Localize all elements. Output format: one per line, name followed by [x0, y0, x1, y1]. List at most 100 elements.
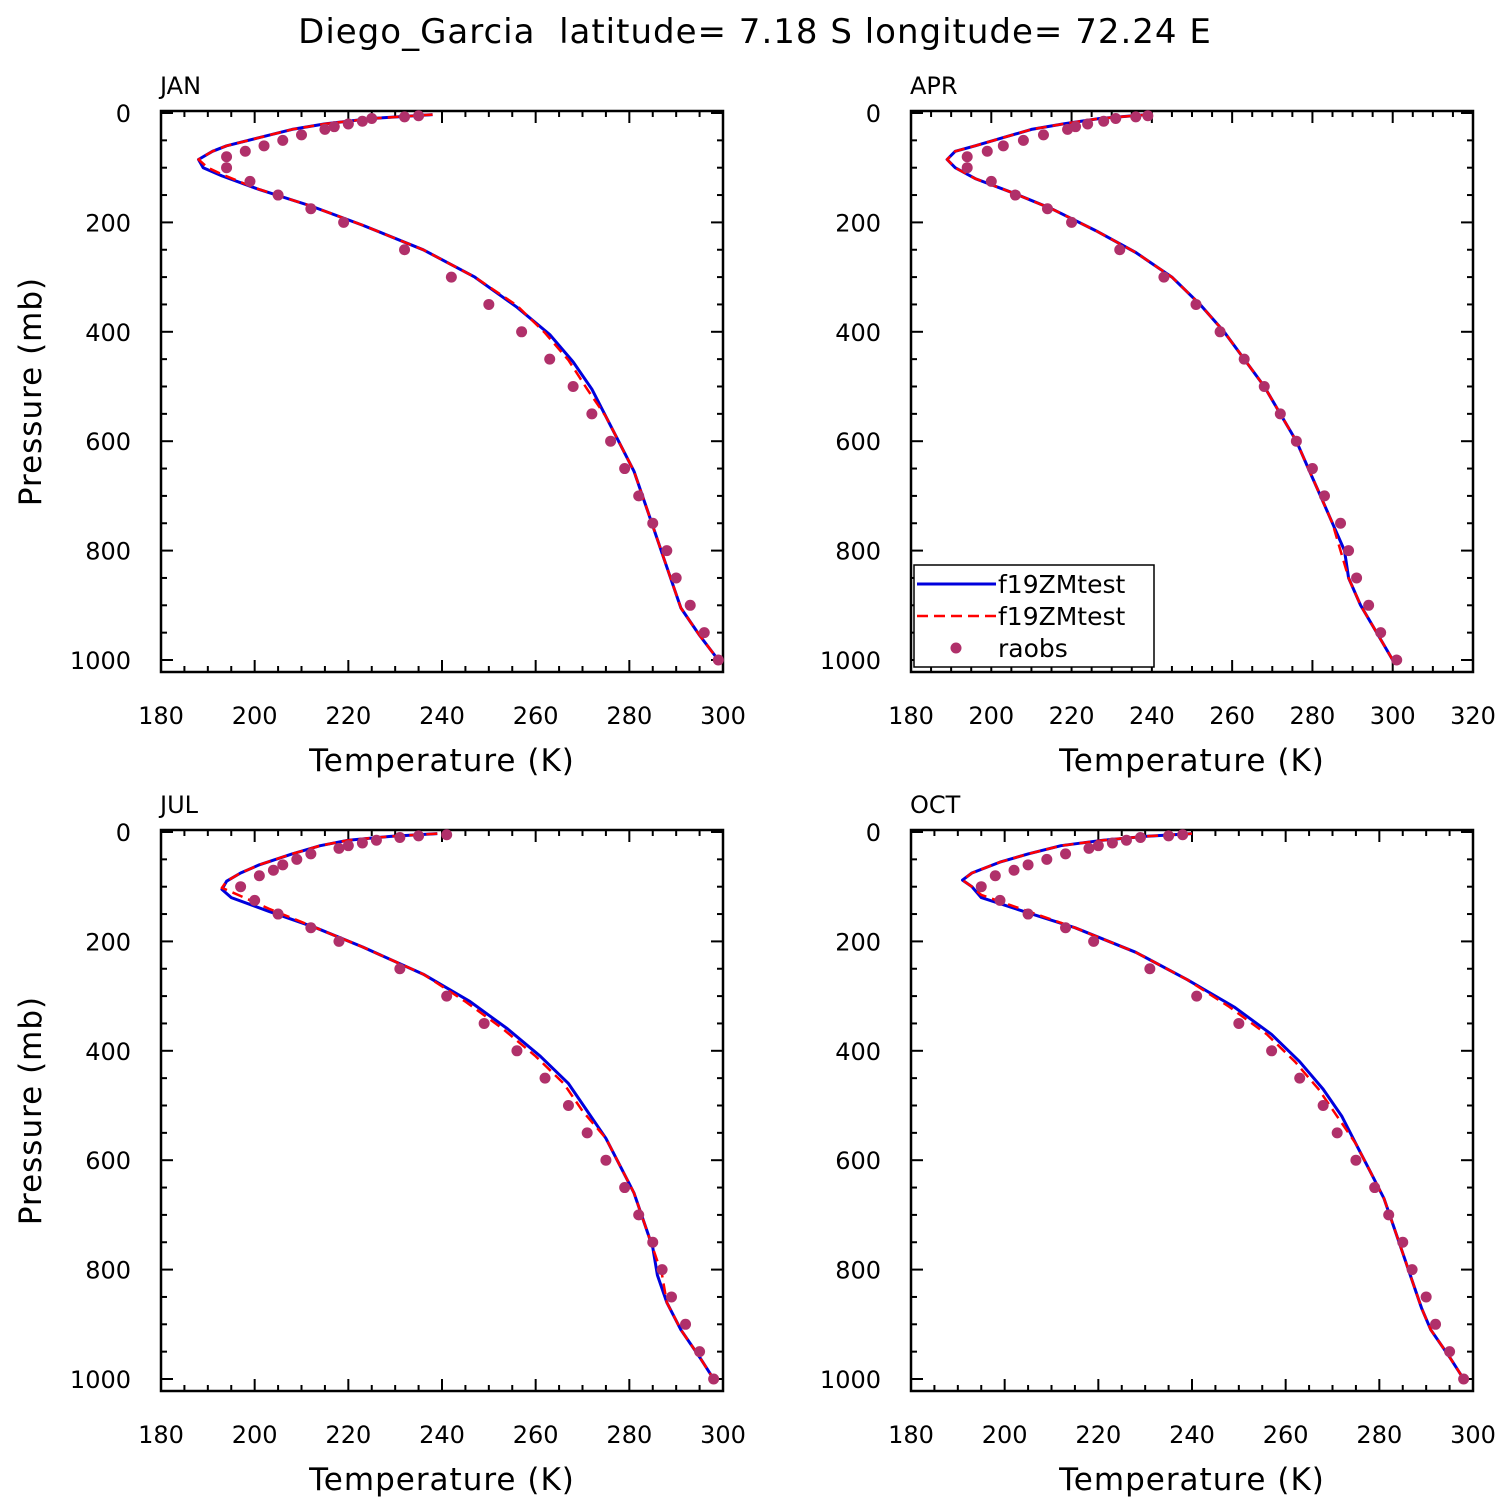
raobs-point — [1017, 134, 1029, 146]
y-tick-label: 1000 — [70, 647, 131, 675]
raobs-point — [698, 627, 710, 639]
raobs-point — [478, 1017, 490, 1029]
model-line-solid — [961, 832, 1465, 1380]
raobs-point — [1290, 435, 1302, 447]
x-tick-label: 180 — [138, 702, 184, 730]
raobs-point — [333, 842, 345, 854]
raobs-point — [1041, 203, 1053, 215]
y-tick-label: 0 — [116, 100, 131, 128]
raobs-point — [441, 990, 453, 1002]
raobs-point — [1258, 381, 1270, 392]
x-tick-label: 260 — [1209, 702, 1255, 730]
chart-panel-jan: 180 200 220 240 260 280 300 0 200 400 600 800 1000 Te… — [13, 72, 746, 779]
raobs-point — [1130, 111, 1142, 123]
raobs-point — [1060, 922, 1072, 934]
raobs-point — [1214, 326, 1226, 338]
raobs-point — [1134, 831, 1146, 843]
raobs-point — [1098, 115, 1110, 127]
raobs-point — [1158, 271, 1170, 283]
panel-label-jul: JUL — [158, 791, 199, 819]
figure-title: Diego_Garcia latitude= 7.18 S longitude=… — [298, 12, 1212, 52]
raobs-point — [1060, 848, 1072, 860]
raobs-point — [1391, 654, 1403, 666]
y-tick-label: 600 — [85, 428, 131, 456]
raobs-point — [356, 115, 368, 127]
x-tick-label: 260 — [513, 702, 559, 730]
raobs-point — [665, 1291, 677, 1303]
y-tick-label: 200 — [85, 928, 131, 956]
y-tick-label: 200 — [835, 928, 881, 956]
raobs-point — [258, 140, 270, 152]
raobs-point — [1022, 859, 1034, 871]
x-tick-label: 240 — [419, 1421, 465, 1449]
raobs-point — [1343, 545, 1355, 557]
x-tick-label: 240 — [1169, 1421, 1215, 1449]
raobs-point — [985, 175, 997, 187]
raobs-point — [562, 1100, 574, 1111]
raobs-point — [267, 864, 279, 876]
raobs-point — [1191, 990, 1203, 1002]
raobs-point — [221, 151, 233, 163]
raobs-point — [1114, 244, 1126, 256]
raobs-point — [1306, 463, 1318, 475]
raobs-point — [394, 963, 406, 975]
raobs-point — [1444, 1346, 1456, 1358]
raobs-point — [441, 829, 453, 841]
raobs-point — [1430, 1318, 1442, 1330]
x-tick-label: 220 — [325, 702, 371, 730]
y-tick-label: 1000 — [820, 1366, 881, 1394]
raobs-point — [239, 145, 251, 157]
raobs-point — [1088, 935, 1100, 947]
raobs-point — [221, 162, 233, 174]
y-tick-label: 800 — [85, 538, 131, 566]
raobs-point — [1009, 189, 1021, 201]
y-tick-label: 800 — [85, 1257, 131, 1285]
x-tick-label: 240 — [419, 702, 465, 730]
x-tick-label: 300 — [1450, 1421, 1496, 1449]
chart-panel-jul: 180 200 220 240 260 280 300 0 200 400 600 800 1000 Te… — [13, 791, 746, 1498]
panel-label-jan: JAN — [158, 72, 201, 100]
x-tick-label: 180 — [888, 1421, 934, 1449]
raobs-point — [1120, 834, 1132, 846]
x-axis-title: Temperature (K) — [1058, 743, 1325, 779]
raobs-point — [1369, 1182, 1381, 1194]
raobs-point — [516, 326, 528, 338]
y-tick-label: 600 — [85, 1147, 131, 1175]
model-line-dashed — [945, 113, 1394, 661]
raobs-point — [1375, 627, 1387, 639]
raobs-point — [1144, 963, 1156, 975]
raobs-point — [296, 129, 307, 141]
raobs-point — [684, 599, 696, 611]
raobs-point — [1083, 842, 1095, 854]
x-tick-label: 280 — [1356, 1421, 1402, 1449]
model-line-solid — [220, 832, 715, 1380]
legend: f19ZMtest f19ZMtest raobs — [913, 564, 1155, 668]
raobs-point — [319, 123, 331, 135]
x-tick-label: 280 — [606, 1421, 652, 1449]
raobs-point — [1383, 1209, 1395, 1221]
raobs-point — [366, 112, 378, 124]
y-axis-title: Pressure (mb) — [13, 996, 49, 1225]
raobs-point — [1266, 1045, 1278, 1057]
raobs-point — [1062, 123, 1074, 135]
plot-frame — [909, 828, 1475, 1393]
x-axis-title: Temperature (K) — [1058, 1462, 1325, 1498]
raobs-point — [581, 1127, 593, 1139]
raobs-point — [1350, 1154, 1362, 1166]
x-tick-label: 200 — [232, 702, 278, 730]
x-tick-label: 200 — [982, 1421, 1028, 1449]
legend-marker-dot — [950, 642, 962, 654]
raobs-point — [370, 834, 382, 846]
raobs-point — [1238, 353, 1250, 365]
x-tick-label: 280 — [1290, 702, 1336, 730]
raobs-point — [1177, 829, 1189, 841]
x-tick-label: 300 — [700, 1421, 746, 1449]
raobs-point — [1458, 1373, 1470, 1385]
raobs-point — [1294, 1072, 1306, 1084]
raobs-point — [989, 870, 1001, 882]
y-tick-label: 0 — [116, 819, 131, 847]
y-axis-title: Pressure (mb) — [13, 277, 49, 506]
x-tick-label: 240 — [1129, 702, 1175, 730]
raobs-point — [1106, 837, 1118, 849]
raobs-point — [235, 881, 247, 893]
